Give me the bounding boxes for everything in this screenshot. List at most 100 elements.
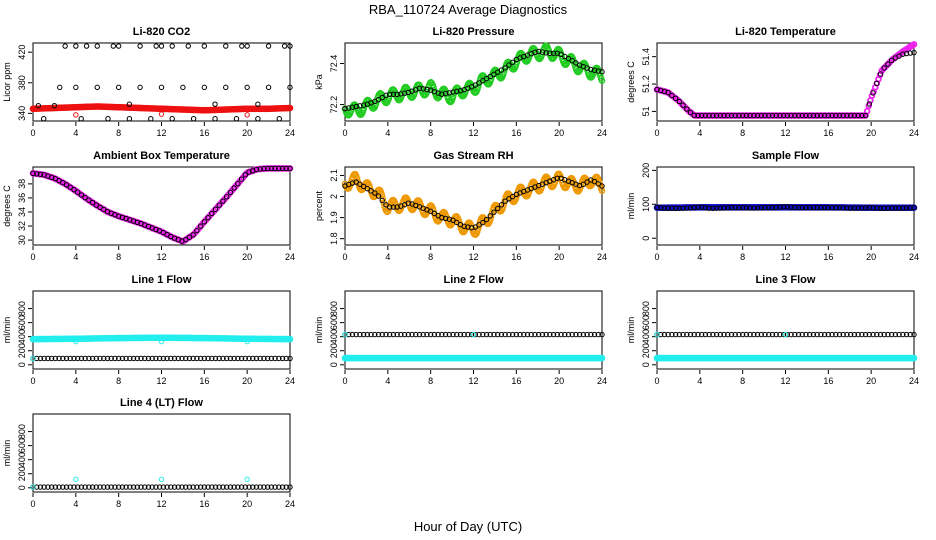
data-point <box>713 205 720 211</box>
data-point <box>73 476 79 483</box>
data-point <box>101 355 107 362</box>
data-point <box>276 484 282 490</box>
data-point <box>394 91 400 98</box>
y-tick-label: 32 <box>17 221 27 231</box>
x-tick-label: 8 <box>428 128 433 138</box>
data-point <box>197 223 204 229</box>
data-point <box>706 331 712 338</box>
data-point <box>276 116 282 122</box>
data-point <box>220 198 226 204</box>
data-point <box>695 112 701 119</box>
data-point <box>45 484 51 490</box>
y-axis-label: ml/min <box>314 317 324 344</box>
data-point <box>465 224 471 230</box>
data-point <box>747 112 753 119</box>
data-point <box>706 112 712 119</box>
x-tick-label: 24 <box>909 252 919 262</box>
y-tick-label: 400 <box>17 329 27 344</box>
data-point <box>769 331 776 338</box>
data-point <box>405 331 412 338</box>
data-point <box>73 84 79 91</box>
data-point <box>265 84 272 91</box>
data-point <box>201 484 208 490</box>
data-point <box>676 331 683 338</box>
data-point <box>732 112 738 119</box>
data-point <box>130 484 137 490</box>
data-point <box>287 43 293 49</box>
x-tick-label: 8 <box>116 376 121 386</box>
data-point <box>67 184 73 190</box>
data-point <box>569 331 575 338</box>
data-point <box>349 104 356 110</box>
data-point <box>164 484 170 490</box>
data-point <box>74 355 81 362</box>
data-point <box>691 112 697 119</box>
y-tick-label: 0 <box>17 362 27 367</box>
panel-title: Li-820 Temperature <box>735 26 836 38</box>
data-point <box>37 484 44 490</box>
x-tick-label: 20 <box>242 376 252 386</box>
data-point <box>255 116 261 122</box>
data-point <box>777 204 783 210</box>
x-tick-label: 16 <box>823 376 833 386</box>
data-point <box>807 204 813 211</box>
data-point <box>67 355 73 362</box>
y-tick-label: 51 <box>641 106 651 116</box>
data-point <box>833 112 839 119</box>
x-tick-label: 12 <box>780 128 790 138</box>
data-point <box>728 205 735 211</box>
data-point <box>836 331 843 338</box>
data-point <box>360 102 367 108</box>
data-point <box>223 484 230 490</box>
data-point <box>281 43 288 49</box>
data-point <box>554 331 561 338</box>
data-point <box>439 331 445 338</box>
data-point <box>179 355 185 362</box>
series-cyan-ring <box>30 476 250 490</box>
data-point <box>665 89 671 96</box>
data-point <box>498 331 505 338</box>
data-point <box>554 175 561 181</box>
data-point <box>34 171 40 177</box>
data-point <box>847 331 854 338</box>
panel-6: Line 1 Flow ml/min 0 4 8 12 16 20 24 0 20040060080… <box>2 274 295 386</box>
data-point <box>855 205 861 211</box>
data-point <box>509 331 516 338</box>
plot-frame <box>656 290 915 370</box>
data-point <box>598 354 606 362</box>
figure-x-axis-label: Hour of Day (UTC) <box>414 519 522 534</box>
data-point <box>558 331 564 338</box>
x-tick-label: 8 <box>740 252 745 262</box>
data-point <box>461 331 467 338</box>
data-point <box>279 484 286 490</box>
data-point <box>220 484 226 490</box>
data-point <box>231 484 237 490</box>
y-tick-label: 100 <box>641 197 651 212</box>
data-point <box>829 204 835 211</box>
data-point <box>138 484 144 490</box>
x-tick-label: 12 <box>780 376 790 386</box>
data-point <box>859 112 865 119</box>
data-point <box>754 205 761 211</box>
data-point <box>82 355 88 362</box>
data-point <box>137 84 143 91</box>
series-red-ring <box>73 111 250 118</box>
data-point <box>454 88 460 95</box>
data-point <box>847 205 854 211</box>
data-point <box>814 112 820 119</box>
data-point <box>888 57 895 64</box>
data-point <box>591 331 598 338</box>
x-tick-label: 4 <box>385 376 390 386</box>
plot-frame <box>32 42 291 122</box>
data-point <box>390 204 397 210</box>
x-tick-label: 20 <box>242 499 252 509</box>
data-point <box>680 102 686 108</box>
x-tick-label: 24 <box>597 376 607 386</box>
y-tick-label: 400 <box>329 329 339 344</box>
panel-title: Ambient Box Temperature <box>93 150 230 162</box>
data-point <box>158 43 165 49</box>
y-tick-label: 200 <box>641 163 651 178</box>
data-point <box>439 214 445 221</box>
panel-title: Line 4 (LT) Flow <box>120 397 203 409</box>
data-point <box>67 484 73 490</box>
